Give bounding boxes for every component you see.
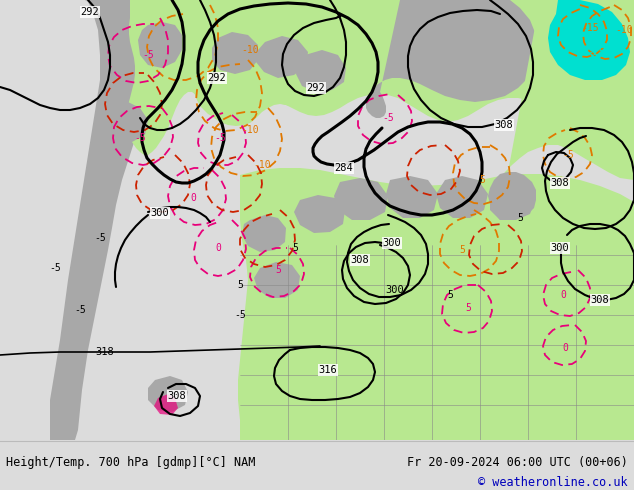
Text: -5: -5 xyxy=(382,113,394,123)
Text: 0: 0 xyxy=(190,193,196,203)
Text: 5: 5 xyxy=(447,290,453,300)
Text: -5: -5 xyxy=(214,133,226,143)
Polygon shape xyxy=(494,0,634,220)
Text: 0: 0 xyxy=(562,343,568,353)
Polygon shape xyxy=(548,0,630,80)
Polygon shape xyxy=(127,0,634,155)
Polygon shape xyxy=(148,376,188,412)
Text: 300: 300 xyxy=(151,208,169,218)
Text: -5: -5 xyxy=(134,133,146,143)
Text: 300: 300 xyxy=(383,238,401,248)
Text: 5: 5 xyxy=(275,265,281,275)
Polygon shape xyxy=(296,50,346,92)
Text: 292: 292 xyxy=(81,7,100,17)
Polygon shape xyxy=(254,262,300,298)
Text: 308: 308 xyxy=(550,178,569,188)
Text: 5: 5 xyxy=(517,213,523,223)
Text: 316: 316 xyxy=(319,365,337,375)
Polygon shape xyxy=(242,215,286,252)
Polygon shape xyxy=(138,22,182,68)
Text: 308: 308 xyxy=(351,255,370,265)
Polygon shape xyxy=(238,168,634,440)
Polygon shape xyxy=(488,172,536,220)
Polygon shape xyxy=(50,0,162,440)
Text: 5: 5 xyxy=(237,280,243,290)
Text: 308: 308 xyxy=(167,391,186,401)
Text: -5: -5 xyxy=(234,310,246,320)
Polygon shape xyxy=(154,394,178,415)
Polygon shape xyxy=(212,32,258,74)
Polygon shape xyxy=(386,176,438,218)
Text: -15: -15 xyxy=(581,23,598,33)
Polygon shape xyxy=(436,176,488,218)
Polygon shape xyxy=(490,184,535,220)
Text: Height/Temp. 700 hPa [gdmp][°C] NAM: Height/Temp. 700 hPa [gdmp][°C] NAM xyxy=(6,456,256,469)
Text: 5: 5 xyxy=(479,175,485,185)
Text: 5: 5 xyxy=(459,245,465,255)
Text: -10: -10 xyxy=(615,25,633,35)
Text: 308: 308 xyxy=(591,295,609,305)
Text: 0: 0 xyxy=(215,243,221,253)
Text: 292: 292 xyxy=(307,83,325,93)
Text: -25: -25 xyxy=(587,47,605,57)
Text: 284: 284 xyxy=(335,163,353,173)
Polygon shape xyxy=(366,0,538,118)
Text: Fr 20-09-2024 06:00 UTC (00+06): Fr 20-09-2024 06:00 UTC (00+06) xyxy=(407,456,628,469)
Text: 0: 0 xyxy=(560,290,566,300)
Text: -10: -10 xyxy=(253,160,271,170)
Text: -10: -10 xyxy=(241,125,259,135)
Text: -5: -5 xyxy=(94,233,106,243)
Text: -5: -5 xyxy=(49,263,61,273)
Text: 292: 292 xyxy=(207,73,226,83)
Text: 5: 5 xyxy=(465,303,471,313)
Polygon shape xyxy=(294,195,345,233)
Text: 300: 300 xyxy=(385,285,404,295)
Text: -5: -5 xyxy=(74,305,86,315)
Text: -5: -5 xyxy=(142,50,154,60)
Text: -5: -5 xyxy=(562,150,574,160)
Polygon shape xyxy=(334,178,388,220)
Text: 318: 318 xyxy=(96,347,114,357)
Polygon shape xyxy=(256,36,308,78)
Text: -10: -10 xyxy=(241,45,259,55)
Text: 300: 300 xyxy=(550,243,569,253)
Polygon shape xyxy=(110,102,148,142)
Text: 5: 5 xyxy=(292,243,298,253)
Polygon shape xyxy=(192,0,400,122)
Text: 308: 308 xyxy=(495,120,514,130)
Text: © weatheronline.co.uk: © weatheronline.co.uk xyxy=(479,476,628,489)
